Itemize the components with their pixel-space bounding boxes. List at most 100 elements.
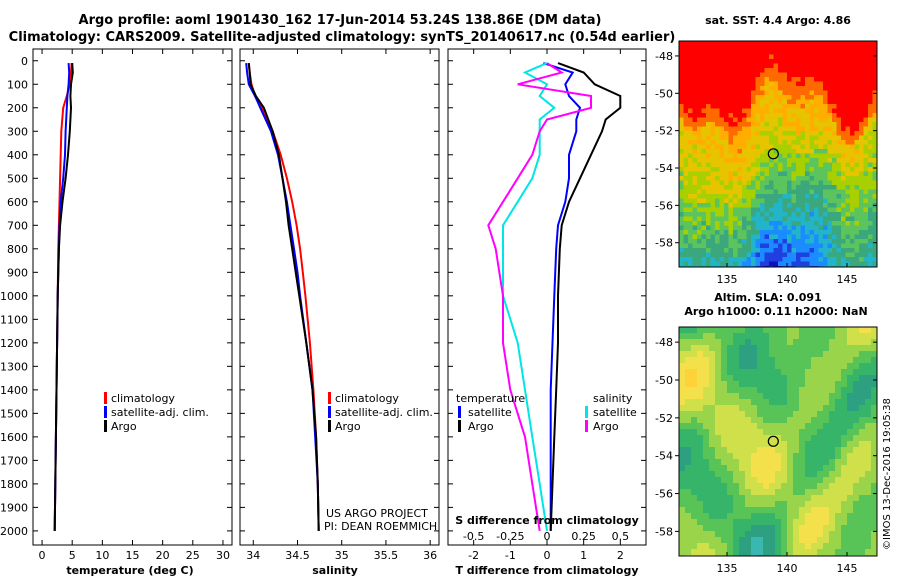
heatmap-cell: [724, 108, 729, 114]
heatmap-cell: [697, 239, 702, 244]
heatmap-cell: [715, 185, 720, 190]
heatmap-cell: [679, 417, 686, 424]
heatmap-cell: [769, 549, 776, 556]
heatmap-cell: [691, 375, 698, 382]
heatmap-cell: [733, 158, 738, 163]
heatmap-cell: [773, 126, 779, 132]
heatmap-cell: [719, 261, 725, 267]
heatmap-cell: [863, 54, 869, 60]
heatmap-cell: [733, 149, 738, 154]
credit-pi: PI: DEAN ROEMMICH: [324, 520, 437, 533]
heatmap-cell: [814, 63, 819, 69]
heatmap-cell: [793, 375, 800, 382]
heatmap-cell: [733, 447, 740, 454]
heatmap-cell: [791, 176, 797, 181]
heatmap-cell: [733, 86, 738, 91]
heatmap-cell: [836, 194, 842, 199]
heatmap-cell: [853, 507, 860, 514]
heatmap-cell: [859, 104, 864, 109]
heatmap-cell: [782, 225, 788, 231]
heatmap-cell: [737, 144, 743, 150]
heatmap-cell: [688, 176, 693, 181]
heatmap-cell: [809, 234, 815, 240]
heatmap-cell: [746, 144, 752, 150]
heatmap-cell: [832, 63, 837, 69]
heatmap-cell: [787, 113, 792, 118]
heatmap-cell: [733, 257, 738, 262]
heatmap-cell: [793, 369, 800, 376]
heatmap-cell: [733, 339, 740, 346]
heatmap-cell: [697, 459, 704, 466]
heatmap-cell: [751, 429, 758, 436]
heatmap-cell: [715, 261, 720, 267]
heatmap-cell: [739, 501, 746, 508]
heatmap-cell: [769, 198, 774, 204]
heatmap-cell: [787, 72, 792, 78]
heatmap-cell: [853, 465, 860, 472]
heatmap-cell: [688, 243, 693, 249]
heatmap-cell: [727, 495, 734, 502]
heatmap-cell: [724, 99, 729, 105]
heatmap-cell: [836, 198, 842, 204]
heatmap-cell: [787, 221, 792, 226]
heatmap-cell: [823, 162, 828, 168]
heatmap-cell: [701, 95, 707, 100]
heatmap-cell: [863, 212, 869, 217]
heatmap-cell: [872, 104, 877, 109]
heatmap-cell: [793, 477, 800, 484]
heatmap-cell: [823, 63, 828, 69]
heatmap-cell: [805, 144, 810, 150]
heatmap-cell: [715, 126, 720, 132]
heatmap-cell: [841, 117, 846, 123]
heatmap-cell: [863, 63, 869, 69]
heatmap-cell: [773, 108, 779, 114]
heatmap-cell: [709, 405, 716, 412]
heatmap-cell: [871, 411, 877, 418]
heatmap-cell: [692, 113, 698, 118]
heatmap-cell: [796, 54, 801, 60]
heatmap-cell: [850, 54, 855, 60]
heatmap-cell: [847, 465, 854, 472]
heatmap-cell: [799, 531, 806, 538]
heatmap-cell: [685, 483, 692, 490]
heatmap-cell: [817, 369, 824, 376]
heatmap-cell: [845, 212, 851, 217]
legend-swatch-s-argo: [585, 420, 588, 432]
heatmap-cell: [782, 239, 788, 244]
heatmap-cell: [763, 339, 770, 346]
heatmap-cell: [757, 507, 764, 514]
heatmap-cell: [755, 104, 761, 109]
heatmap-cell: [710, 86, 716, 91]
heatmap-cell: [751, 153, 756, 159]
heatmap-cell: [697, 149, 702, 154]
heatmap-cell: [739, 333, 746, 340]
heatmap-cell: [791, 86, 797, 91]
heatmap-cell: [850, 113, 855, 118]
heatmap-cell: [746, 108, 752, 114]
heatmap-cell: [739, 345, 746, 352]
heatmap-cell: [854, 144, 860, 150]
heatmap-cell: [719, 95, 725, 100]
heatmap-cell: [805, 257, 810, 262]
heatmap-cell: [692, 144, 698, 150]
heatmap-cell: [755, 99, 761, 105]
heatmap-cell: [728, 239, 734, 244]
heatmap-cell: [715, 144, 720, 150]
heatmap-cell: [814, 95, 819, 100]
heatmap-cell: [692, 108, 698, 114]
heatmap-cell: [745, 423, 752, 430]
heatmap-cell: [817, 405, 824, 412]
heatmap-cell: [755, 167, 761, 172]
heatmap-cell: [763, 345, 770, 352]
heatmap-cell: [763, 531, 770, 538]
heatmap-cell: [701, 189, 707, 195]
heatmap-cell: [872, 194, 877, 199]
heatmap-cell: [793, 507, 800, 514]
heatmap-cell: [778, 180, 783, 186]
heatmap-cell: [688, 194, 693, 199]
heatmap-cell: [755, 77, 761, 82]
heatmap-cell: [845, 216, 851, 222]
heatmap-cell: [715, 149, 720, 154]
heatmap-cell: [683, 41, 689, 46]
heatmap-cell: [827, 122, 833, 127]
